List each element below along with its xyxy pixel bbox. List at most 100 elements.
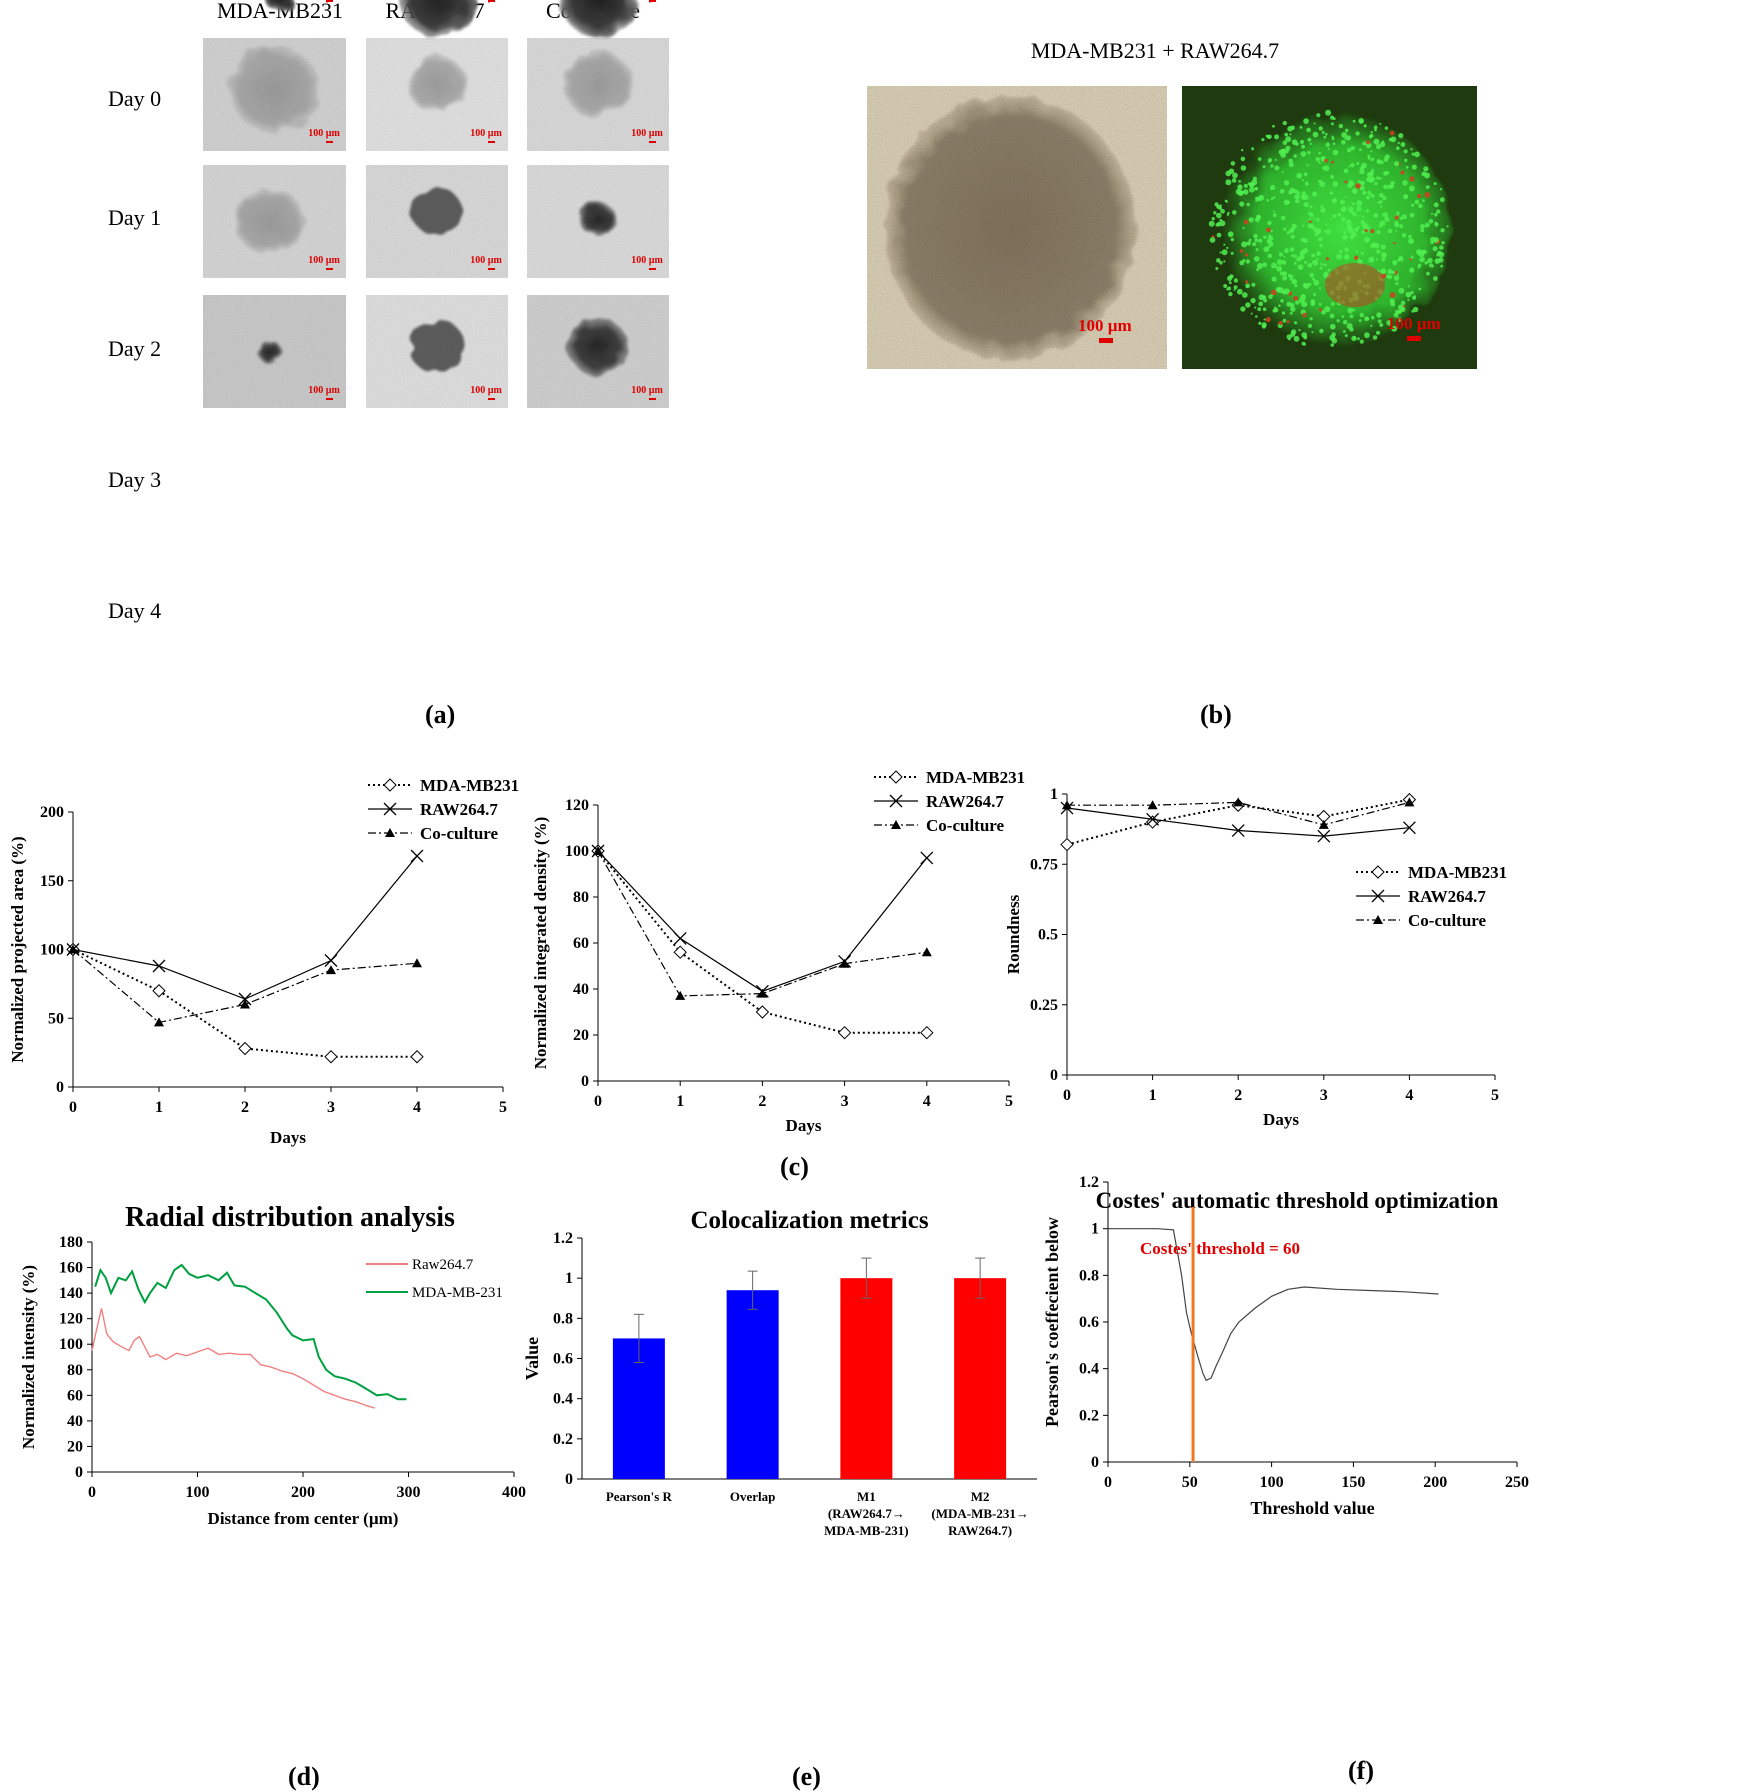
- cell-dot: [1311, 261, 1315, 264]
- data-point-MDA-MB231: [238, 1041, 252, 1056]
- cell-dot: [1274, 165, 1280, 171]
- cell-dot: [1249, 186, 1255, 193]
- cell-dot: [1433, 276, 1438, 281]
- cell-dot: [1261, 324, 1267, 329]
- cell-dot: [1347, 227, 1354, 234]
- y-axis-label: Normalized integrated density (%): [531, 817, 550, 1070]
- scale-label: 100 µm: [308, 385, 340, 396]
- cell-dot: [1291, 254, 1294, 257]
- cell-dot: [1283, 288, 1290, 295]
- cell-dot: [1252, 242, 1257, 247]
- legend-label: Co-culture: [420, 824, 499, 843]
- cell-dot: [1384, 126, 1389, 130]
- cell-dot: [1410, 148, 1413, 151]
- cell-dot: [1248, 182, 1254, 188]
- cell-dot: [1359, 119, 1364, 124]
- cell-dot: [1428, 219, 1434, 224]
- cell-dot: [1361, 230, 1366, 234]
- cell-dot: [1302, 224, 1305, 227]
- cell-dot: [1373, 138, 1380, 145]
- cell-dot: [1256, 268, 1259, 271]
- cell-dot: [1303, 118, 1309, 124]
- x-tick-label: 5: [499, 1099, 507, 1116]
- cell-dot: [1370, 229, 1375, 234]
- cell-dot: [1426, 271, 1430, 276]
- cell-dot: [1356, 215, 1359, 217]
- cell-dot: [1288, 158, 1294, 164]
- y-tick-label: 200: [40, 804, 64, 821]
- cell-dot: [1302, 283, 1308, 288]
- cell-dot: [1325, 109, 1332, 116]
- cell-dot: [1319, 328, 1324, 334]
- cell-dot: [1267, 134, 1272, 140]
- scale-bar: [488, 398, 495, 400]
- cell-dot: [1393, 161, 1400, 167]
- cell-dot: [1414, 151, 1420, 158]
- cell-dot: [1413, 295, 1416, 298]
- cell-dot: [1408, 238, 1414, 245]
- cell-dot: [1216, 258, 1221, 263]
- cell-dot: [1341, 140, 1346, 145]
- cell-dot: [1410, 256, 1413, 260]
- y-tick-label: 120: [565, 797, 589, 814]
- cell-dot: [1327, 268, 1331, 272]
- cell-dot: [1390, 184, 1394, 189]
- cell-dot: [1316, 217, 1320, 222]
- x-tick-label: 4: [1405, 1087, 1413, 1104]
- chart-c2: 0 1 2 3 4 5 0 20 40 60 80 100 120 Days Normalized inte…: [531, 768, 1025, 1135]
- cell-dot: [1342, 319, 1348, 325]
- cell-dot: [1262, 307, 1267, 312]
- cell-dot: [1348, 165, 1351, 168]
- cell-dot: [1241, 241, 1248, 248]
- x-tick-label: 3: [1320, 1087, 1328, 1104]
- series-line-RAW264.7: [597, 850, 928, 992]
- category-label: Overlap: [730, 1489, 776, 1504]
- y-axis-label: Roundness: [1004, 894, 1023, 974]
- cell-dot: [1352, 119, 1356, 123]
- cell-dot: [1236, 288, 1243, 295]
- cell-dot: [1312, 131, 1319, 138]
- cell-dot: [1353, 227, 1359, 233]
- data-point-Co-culture: [154, 1017, 164, 1027]
- cell-dot: [1254, 238, 1259, 243]
- scale-label: 100 µm: [1387, 314, 1441, 333]
- cell-dot: [1220, 208, 1225, 214]
- cell-dot: [1398, 133, 1404, 139]
- cell-dot: [1281, 170, 1284, 173]
- cell-dot: [1293, 335, 1300, 342]
- y-tick-label: 0.2: [1079, 1407, 1099, 1424]
- cell-dot: [1364, 236, 1370, 243]
- cell-dot: [1219, 261, 1223, 265]
- cell-dot: [1267, 220, 1272, 226]
- cell-dot: [1408, 185, 1415, 192]
- y-tick-label: 0.6: [1079, 1314, 1099, 1331]
- series-line-RAW264.7: [72, 855, 418, 1000]
- cell-dot: [1245, 259, 1251, 264]
- cell-dot: [1303, 335, 1308, 340]
- micrograph-raw264.7-day4: 100 µm: [399, 0, 502, 37]
- x-tick-label: 4: [413, 1099, 421, 1116]
- cell-dot: [1320, 207, 1326, 213]
- cell-dot: [1254, 187, 1258, 191]
- cell-dot: [1223, 260, 1226, 263]
- spheroid: [267, 0, 292, 12]
- y-tick-label: 0.75: [1030, 856, 1058, 873]
- scale-label: 100 µm: [470, 128, 502, 139]
- cell-dot: [1344, 247, 1350, 253]
- cell-dot: [1289, 311, 1293, 315]
- cell-dot: [1240, 165, 1247, 171]
- cell-dot: [1437, 250, 1442, 256]
- cell-dot: [1279, 271, 1284, 276]
- scale-bar: [649, 0, 656, 2]
- scale-bar: [488, 0, 495, 2]
- cell-dot: [1293, 254, 1298, 258]
- micrograph-raw264.7-day2: 100 µm: [366, 295, 508, 408]
- cell-dot: [1371, 316, 1375, 320]
- cell-dot: [1270, 197, 1274, 201]
- cell-dot: [1228, 168, 1235, 174]
- series-line-RAW264.7: [1066, 807, 1410, 837]
- cell-dot: [1271, 289, 1277, 296]
- cell-dot: [1376, 144, 1382, 150]
- y-tick-label: 120: [59, 1311, 83, 1328]
- cell-dot: [1367, 190, 1372, 196]
